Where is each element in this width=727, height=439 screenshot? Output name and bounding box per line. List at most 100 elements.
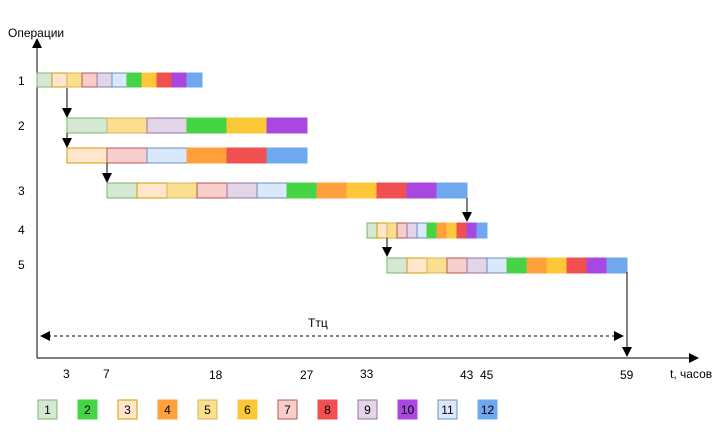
batch-segment-6 xyxy=(141,72,158,88)
time-tick-59: 59 xyxy=(620,368,634,382)
legend-swatch-11 xyxy=(437,399,458,420)
batch-segment-8 xyxy=(566,257,588,274)
x-axis-label: t, часов xyxy=(670,367,712,381)
legend-label-2: 2 xyxy=(84,403,91,417)
y-axis-label: Операции xyxy=(8,26,64,40)
batch-segment-4 xyxy=(526,257,548,274)
time-tick-33: 33 xyxy=(360,367,374,381)
operation-label-2: 2 xyxy=(18,119,25,133)
legend-swatch-7 xyxy=(277,399,298,420)
batch-segment-8 xyxy=(226,147,268,164)
batch-segment-8 xyxy=(376,182,408,199)
batch-segment-3 xyxy=(376,222,388,239)
batch-segment-11 xyxy=(111,72,128,88)
batch-segment-9 xyxy=(226,182,258,199)
batch-segment-5 xyxy=(386,222,398,239)
batch-segment-7 xyxy=(106,147,148,164)
bar-operation-4 xyxy=(366,222,488,239)
legend-swatch-2 xyxy=(77,399,98,420)
legend-label-11: 11 xyxy=(441,403,454,417)
legend-label-4: 4 xyxy=(164,403,171,417)
batch-segment-3 xyxy=(406,257,428,274)
batch-segment-5 xyxy=(166,182,198,199)
batch-segment-1 xyxy=(366,222,378,239)
batch-segment-8 xyxy=(456,222,468,239)
batch-segment-5 xyxy=(66,72,83,88)
bar-operation-2b xyxy=(66,147,308,164)
batch-segment-12 xyxy=(606,257,628,274)
batch-segment-1 xyxy=(66,117,108,134)
batch-segment-11 xyxy=(416,222,428,239)
batch-segment-10 xyxy=(586,257,608,274)
legend-swatch-9 xyxy=(357,399,378,420)
legend-label-12: 12 xyxy=(481,403,495,417)
batch-segment-11 xyxy=(486,257,508,274)
legend-label-8: 8 xyxy=(324,403,331,417)
batch-segment-9 xyxy=(96,72,113,88)
batch-segment-10 xyxy=(466,222,478,239)
batch-segment-12 xyxy=(186,72,203,88)
batch-segment-8 xyxy=(156,72,173,88)
batch-segment-1 xyxy=(386,257,408,274)
legend-swatch-6 xyxy=(237,399,258,420)
operation-label-3: 3 xyxy=(18,184,25,198)
batch-segment-2 xyxy=(126,72,143,88)
batch-segment-6 xyxy=(226,117,268,134)
batch-segment-6 xyxy=(546,257,568,274)
bar-operation-5 xyxy=(386,257,628,274)
batch-segment-10 xyxy=(266,117,308,134)
batch-segment-7 xyxy=(446,257,468,274)
batch-segment-12 xyxy=(436,182,468,199)
bar-operation-3 xyxy=(106,182,468,199)
legend-label-9: 9 xyxy=(364,403,371,417)
time-tick-43: 43 xyxy=(460,368,474,382)
batch-segment-4 xyxy=(436,222,448,239)
batch-segment-1 xyxy=(106,182,138,199)
batch-segment-11 xyxy=(146,147,188,164)
batch-segment-12 xyxy=(266,147,308,164)
batch-segment-5 xyxy=(106,117,148,134)
legend-swatch-4 xyxy=(157,399,178,420)
batch-segment-7 xyxy=(196,182,228,199)
time-tick-27: 27 xyxy=(300,368,314,382)
legend-label-1: 1 xyxy=(44,403,51,417)
cycle-time-label: Ттц xyxy=(308,316,328,330)
color-legend: 1 2 3 4 5 6 7 8 9 10 11 12 xyxy=(37,399,498,420)
batch-segment-7 xyxy=(81,72,98,88)
legend-swatch-8 xyxy=(317,399,338,420)
batch-segment-10 xyxy=(406,182,438,199)
batch-segment-2 xyxy=(186,117,228,134)
batch-segment-11 xyxy=(256,182,288,199)
batch-segment-7 xyxy=(396,222,408,239)
legend-swatch-10 xyxy=(397,399,418,420)
legend-label-3: 3 xyxy=(124,403,131,417)
legend-swatch-12 xyxy=(477,399,498,420)
batch-segment-2 xyxy=(286,182,318,199)
legend-label-10: 10 xyxy=(401,403,415,417)
operation-label-1: 1 xyxy=(18,74,25,88)
batch-segment-9 xyxy=(146,117,188,134)
legend-swatch-1 xyxy=(37,399,58,420)
time-tick-7: 7 xyxy=(103,367,110,381)
batch-segment-3 xyxy=(66,147,108,164)
batch-segment-1 xyxy=(36,72,53,88)
batch-segment-3 xyxy=(51,72,68,88)
batch-segment-2 xyxy=(426,222,438,239)
legend-swatch-5 xyxy=(197,399,218,420)
batch-segment-5 xyxy=(426,257,448,274)
batch-segment-4 xyxy=(186,147,228,164)
batch-segment-10 xyxy=(171,72,188,88)
batch-segment-12 xyxy=(476,222,488,239)
batch-segment-6 xyxy=(446,222,458,239)
time-tick-3: 3 xyxy=(63,367,70,381)
bar-operation-1 xyxy=(36,72,203,88)
batch-segment-2 xyxy=(506,257,528,274)
legend-label-7: 7 xyxy=(284,403,291,417)
operation-label-5: 5 xyxy=(18,258,25,272)
legend-label-6: 6 xyxy=(244,403,251,417)
time-tick-18: 18 xyxy=(209,368,223,382)
batch-segment-6 xyxy=(346,182,378,199)
operation-label-4: 4 xyxy=(18,223,25,237)
batch-segment-3 xyxy=(136,182,168,199)
